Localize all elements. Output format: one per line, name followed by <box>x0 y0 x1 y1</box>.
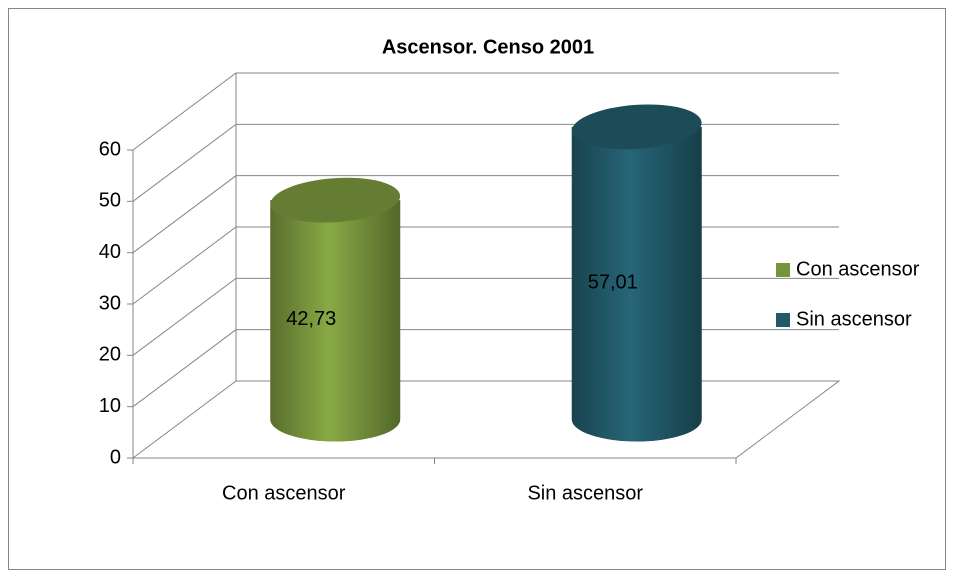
cylinder-body <box>270 200 401 442</box>
y-tick-label: 10 <box>99 395 121 417</box>
data-label: 42,73 <box>286 308 336 330</box>
cylinder-top <box>270 177 401 223</box>
y-tick-label: 20 <box>99 344 121 366</box>
legend-label: Sin ascensor <box>796 308 912 330</box>
legend-swatch <box>776 263 790 277</box>
y-tick-label: 30 <box>99 292 121 314</box>
y-tick-label: 0 <box>110 446 121 468</box>
y-tick-label: 40 <box>99 241 121 263</box>
floor <box>132 380 841 459</box>
x-tick-label: Con ascensor <box>222 482 346 504</box>
legend-swatch <box>776 313 790 327</box>
x-tick-label: Sin ascensor <box>527 482 643 504</box>
cylinder-body <box>571 126 702 442</box>
chart-frame <box>8 8 946 570</box>
cylinder <box>571 104 702 442</box>
data-label: 57,01 <box>588 271 638 293</box>
legend-label: Con ascensor <box>796 258 920 280</box>
chart-title: Ascensor. Censo 2001 <box>382 36 594 58</box>
y-tick-label: 60 <box>99 138 121 160</box>
cylinder <box>270 177 401 442</box>
y-tick-label: 50 <box>99 190 121 212</box>
cylinder-top <box>571 104 702 150</box>
